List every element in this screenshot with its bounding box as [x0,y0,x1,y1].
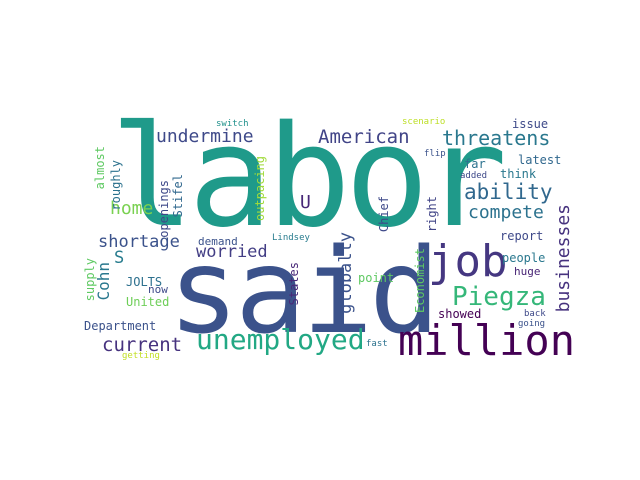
word-home: home [110,198,154,219]
word-undermine: undermine [156,126,254,147]
word-job: job [428,236,508,287]
word-think: think [500,167,537,181]
word-worried: worried [196,242,268,262]
word-jolts: JOLTS [126,275,163,289]
word-lindsey: Lindsey [272,233,310,243]
word-people: people [502,251,546,265]
word-shortage: shortage [98,232,180,252]
word-switch: switch [216,119,249,129]
word-right: right [425,196,439,233]
word-states: States [287,262,301,306]
word-stifel: Stifel [171,174,185,218]
word-demand: demand [198,235,238,248]
word-huge: huge [514,265,541,278]
word-piegza: Piegza [452,282,546,312]
word-back: back [524,309,546,319]
word-said: said [168,222,440,360]
word-compete: compete [468,202,544,223]
word-showed: showed [438,307,482,321]
word-current: current [102,334,183,356]
word-going: going [518,319,546,329]
word-far: far [464,157,486,171]
word-businesses: businesses [553,204,574,313]
word-latest: latest [518,153,562,167]
word-s: S [114,248,125,268]
word-million: million [398,316,576,365]
word-report: report [500,229,544,243]
word-cohn: Cohn [94,262,113,301]
word-roughly: roughly [109,160,123,211]
word-now: now [148,283,168,296]
word-u: U [300,192,311,213]
word-threatens: threatens [442,126,551,150]
word-cloud-area [80,120,568,360]
word-outpacing: outpacing [253,156,267,222]
word-american: American [318,126,410,148]
word-ability: ability [464,180,553,204]
word-economist: Economist [413,248,427,314]
word-chief: Chief [377,196,391,233]
word-almost: almost [93,146,107,190]
word-point: point [358,271,395,285]
word-supply: supply [83,258,97,302]
word-globally: globally [336,232,356,314]
word-fast: fast [366,339,388,349]
word-added: added [460,171,488,181]
word-labor: labor [110,96,507,259]
word-openings: openings [157,180,171,238]
word-united: United [126,295,170,309]
word-unemployed: unemployed [196,323,365,356]
word-flip: flip [424,149,446,159]
word-scenario: scenario [402,117,446,127]
word-getting: getting [122,351,160,361]
word-department: Department [84,319,157,333]
word-issue: issue [512,117,549,131]
